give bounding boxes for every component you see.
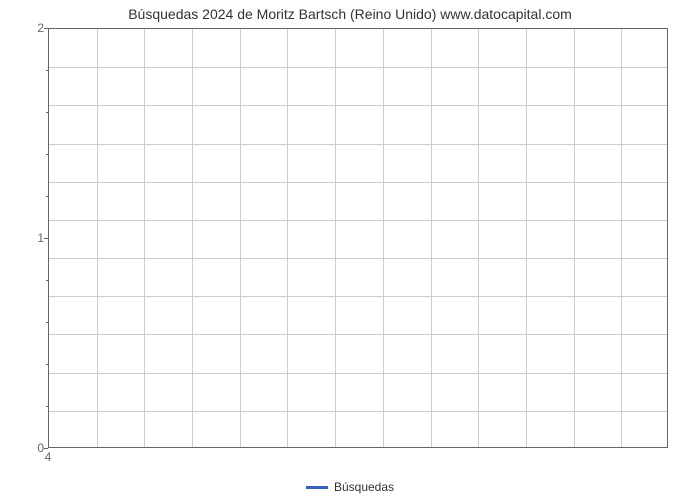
y-tick-minor: [46, 112, 48, 113]
y-tick-label-1: 1: [4, 231, 44, 245]
y-tick-major: [44, 448, 48, 449]
grid-vline: [383, 29, 384, 447]
grid-hline: [49, 296, 667, 297]
y-tick-label-2: 2: [4, 21, 44, 35]
y-tick-minor: [46, 154, 48, 155]
y-tick-minor: [46, 322, 48, 323]
plot-area: [48, 28, 668, 448]
grid-hline: [49, 258, 667, 259]
chart-container: Búsquedas 2024 de Moritz Bartsch (Reino …: [0, 0, 700, 500]
grid-vline: [526, 29, 527, 447]
grid-hline: [49, 67, 667, 68]
y-tick-minor: [46, 280, 48, 281]
y-tick-major: [44, 28, 48, 29]
grid-vline: [621, 29, 622, 447]
y-tick-minor: [46, 70, 48, 71]
grid-hline: [49, 373, 667, 374]
y-tick-minor: [46, 364, 48, 365]
grid-hline: [49, 105, 667, 106]
grid-hline: [49, 182, 667, 183]
x-tick-label-0: 4: [45, 450, 52, 464]
grid-vline: [574, 29, 575, 447]
grid-vline: [287, 29, 288, 447]
grid-vline: [192, 29, 193, 447]
y-tick-minor: [46, 196, 48, 197]
y-tick-label-0: 0: [4, 441, 44, 455]
grid-vline: [240, 29, 241, 447]
grid-vline: [97, 29, 98, 447]
grid-vline: [144, 29, 145, 447]
grid-hline: [49, 220, 667, 221]
grid-hline: [49, 334, 667, 335]
grid-hline: [49, 411, 667, 412]
y-tick-major: [44, 238, 48, 239]
grid-vline: [335, 29, 336, 447]
chart-title: Búsquedas 2024 de Moritz Bartsch (Reino …: [0, 6, 700, 22]
legend-swatch: [306, 486, 328, 489]
grid-hline: [49, 144, 667, 145]
legend-label: Búsquedas: [334, 480, 394, 494]
grid-vline: [478, 29, 479, 447]
y-tick-minor: [46, 406, 48, 407]
legend: Búsquedas: [0, 480, 700, 494]
grid-vline: [431, 29, 432, 447]
